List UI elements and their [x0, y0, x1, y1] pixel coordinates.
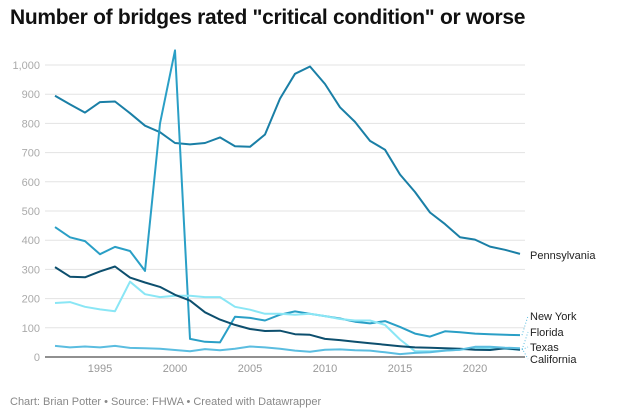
- series-line-florida: [54, 280, 521, 353]
- label-leader-line: [521, 347, 529, 360]
- y-tick-label: 800: [22, 118, 40, 130]
- y-tick-label: 200: [22, 294, 40, 306]
- chart-title: Number of bridges rated "critical condit…: [10, 6, 526, 29]
- series-line-new-york: [54, 49, 521, 344]
- x-tick-label: 2010: [313, 363, 337, 375]
- y-tick-label: 300: [22, 264, 40, 276]
- x-tick-label: 2005: [238, 363, 262, 375]
- series-line-texas: [54, 265, 521, 351]
- series-label: Florida: [530, 327, 565, 339]
- y-tick-label: 100: [22, 323, 40, 335]
- label-leader-line: [521, 346, 529, 351]
- series-label: Texas: [530, 342, 559, 354]
- y-tick-label: 700: [22, 148, 40, 160]
- label-leader-line: [521, 315, 529, 336]
- y-tick-label: 0: [34, 352, 40, 364]
- x-tick-label: 1995: [88, 363, 112, 375]
- y-tick-label: 400: [22, 235, 40, 247]
- series-label: Pennsylvania: [530, 250, 596, 262]
- y-tick-label: 900: [22, 89, 40, 101]
- x-tick-label: 2015: [388, 363, 412, 375]
- series-label: New York: [530, 311, 577, 323]
- x-tick-label: 2000: [163, 363, 187, 375]
- series-line-pennsylvania: [54, 65, 521, 255]
- label-leader-line: [521, 331, 529, 350]
- x-tick-label: 2020: [463, 363, 487, 375]
- chart-footer: Chart: Brian Potter • Source: FHWA • Cre…: [10, 396, 322, 408]
- y-tick-label: 1,000: [12, 60, 40, 72]
- y-tick-label: 600: [22, 177, 40, 189]
- y-tick-label: 500: [22, 206, 40, 218]
- series-label: California: [530, 354, 577, 366]
- series-line-california: [54, 344, 521, 356]
